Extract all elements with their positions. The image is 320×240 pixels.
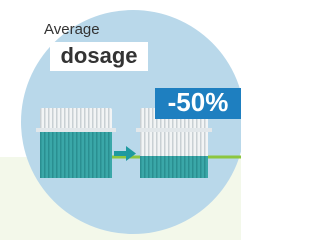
page: {"label": {"line1": "Average", "line2": … — [0, 0, 241, 240]
label-line1: Average — [44, 21, 100, 38]
label-line2: dosage — [60, 43, 137, 68]
cap-full — [36, 108, 116, 178]
graphic: Average dosage -50% — [0, 0, 241, 240]
badge: -50% — [168, 87, 229, 117]
